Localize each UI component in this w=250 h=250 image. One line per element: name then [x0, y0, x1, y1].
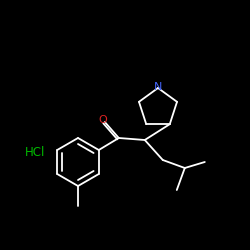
Text: N: N: [154, 82, 162, 92]
Text: O: O: [98, 115, 107, 125]
Text: HCl: HCl: [25, 146, 46, 158]
